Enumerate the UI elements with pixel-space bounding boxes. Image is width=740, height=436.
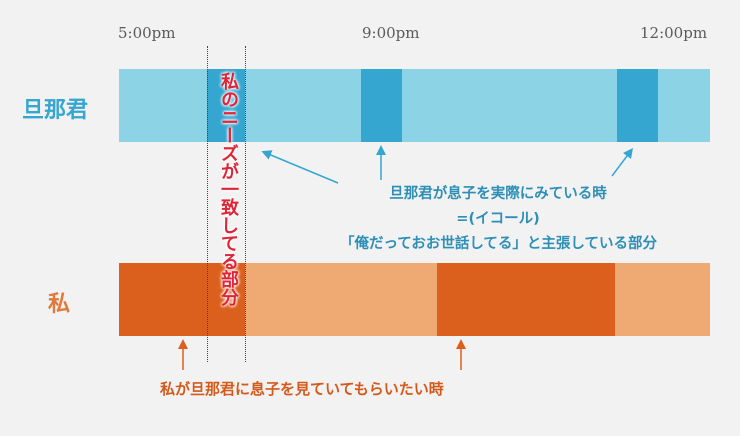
husband-active-segment [361, 69, 402, 142]
highlight-label: 私のニーズが一致してる部分 [218, 72, 239, 306]
row-label-husband: 旦那君 [22, 98, 89, 123]
me-desired-segment [437, 263, 615, 336]
husband-annotation-line2: =(イコール) [456, 211, 540, 227]
highlight-boundary-right [245, 46, 246, 362]
time-label-5pm: 5:00pm [118, 24, 176, 42]
husband-annotation-line1: 旦那君が息子を実際にみている時 [389, 186, 607, 202]
husband-active-segment [207, 69, 245, 142]
time-label-9pm: 9:00pm [362, 24, 420, 42]
highlight-boundary-left [207, 46, 208, 362]
me-desired-segment [119, 263, 245, 336]
husband-annotation: 旦那君が息子を実際にみている時 =(イコール) 「俺だっておお世話してる」と主張… [340, 182, 657, 253]
row-label-me: 私 [48, 292, 71, 317]
time-label-12pm: 12:00pm [640, 24, 708, 42]
highlight-gap [207, 142, 245, 263]
husband-active-segment [617, 69, 658, 142]
me-annotation: 私が旦那君に息子を見ていてもらいたい時 [160, 380, 444, 398]
arrow-to-first-segment [261, 150, 339, 184]
husband-annotation-line3: 「俺だっておお世話してる」と主張している部分 [340, 236, 657, 252]
arrow-to-third-segment [611, 148, 633, 177]
